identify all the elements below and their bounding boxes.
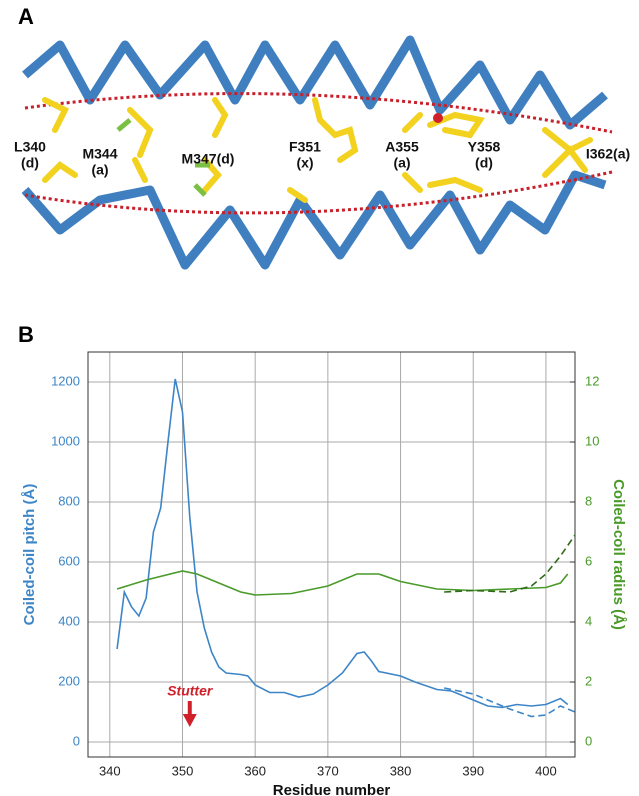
panel-b: B 340 350 360 370 380 390 400 0 200 400 600 800 1000…: [18, 322, 627, 796]
y-tick-label: 400: [58, 613, 80, 628]
annotation: Stutter: [167, 683, 214, 699]
residue-label: (a): [393, 155, 410, 171]
residue-label: A355: [385, 139, 419, 155]
x-axis-title: Residue number: [273, 782, 391, 796]
y-tick-label: 1000: [51, 433, 80, 448]
residue-label: Y358: [468, 139, 501, 155]
x-tick-label: 340: [99, 763, 121, 778]
page: {"panel_a": {"letter": "A", "labels": [[…: [0, 0, 639, 796]
residue-label: F351: [289, 139, 321, 155]
x-tick-label: 400: [535, 763, 557, 778]
x-tick-label: 350: [172, 763, 194, 778]
x-tick-label: 390: [462, 763, 484, 778]
y2-tick-label: 4: [585, 613, 592, 628]
residue-label: M344: [82, 146, 117, 162]
y-axis-title: Coiled-coil pitch (Å): [21, 484, 38, 626]
residue-label: (d): [475, 155, 493, 171]
axis-curve: [25, 172, 612, 213]
y2-tick-label: 10: [585, 433, 599, 448]
residue-label: (x): [296, 155, 313, 171]
panel-letter: A: [18, 4, 34, 29]
residue-label: (a): [91, 162, 108, 178]
panel-letter: B: [18, 322, 34, 347]
panel-a: A L340 (d) M344 (a) M347(d) F351 (x) A35…: [14, 4, 630, 265]
helix-bottom: [25, 175, 605, 265]
y2-tick-label: 8: [585, 493, 592, 508]
residue-label: M347(d): [182, 151, 235, 167]
y2-tick-label: 6: [585, 553, 592, 568]
plot-frame: [88, 352, 575, 757]
y-tick-label: 1200: [51, 373, 80, 388]
y-tick-label: 200: [58, 673, 80, 688]
y2-axis-title: Coiled-coil radius (Å): [610, 479, 627, 630]
residue-label: I362(a): [586, 146, 630, 162]
annotation-arrowhead: [183, 714, 197, 727]
series-line: [117, 379, 568, 708]
x-tick-label: 360: [244, 763, 266, 778]
y-tick-label: 600: [58, 553, 80, 568]
y2-tick-label: 0: [585, 733, 592, 748]
y-tick-label: 0: [73, 733, 80, 748]
y2-tick-label: 2: [585, 673, 592, 688]
figure: A L340 (d) M344 (a) M347(d) F351 (x) A35…: [0, 0, 639, 796]
residue-label: (d): [21, 155, 39, 171]
oxygen: [433, 113, 443, 123]
series-line: [444, 688, 575, 717]
y-tick-label: 800: [58, 493, 80, 508]
series-line: [444, 535, 575, 592]
x-tick-label: 370: [317, 763, 339, 778]
residue-label: L340: [14, 139, 46, 155]
y2-tick-label: 12: [585, 373, 599, 388]
x-tick-label: 380: [390, 763, 412, 778]
